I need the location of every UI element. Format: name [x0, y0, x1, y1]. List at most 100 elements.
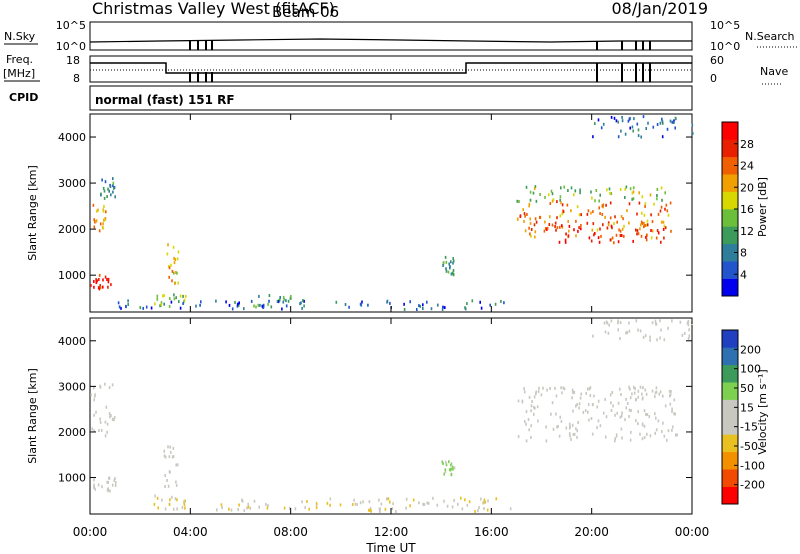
scatter-cell: [607, 331, 610, 335]
colorbar-segment: [722, 347, 738, 366]
scatter-cell: [99, 420, 102, 424]
scatter-cell: [422, 307, 424, 310]
scatter-cell: [101, 178, 103, 182]
scatter-cell: [640, 234, 643, 238]
colorbar-segment: [722, 122, 738, 140]
scatter-cell: [646, 413, 649, 416]
scatter-cell: [444, 468, 447, 472]
scatter-cell: [614, 215, 616, 219]
colorbar-segment: [722, 469, 738, 487]
scatter-cell: [550, 189, 553, 193]
scatter-cell: [150, 306, 153, 310]
scatter-cell: [302, 299, 304, 303]
scatter-cell: [558, 240, 561, 244]
scatter-cell: [183, 298, 186, 302]
scatter-cell: [683, 332, 686, 335]
scatter-cell: [602, 122, 605, 126]
scatter-cell: [423, 503, 426, 506]
scatter-cell: [620, 393, 622, 396]
scatter-cell: [329, 497, 332, 501]
scatter-cell: [535, 392, 537, 396]
scatter-cell: [530, 424, 532, 428]
x-axis-label: Time UT: [365, 541, 416, 554]
scatter-cell: [586, 387, 589, 391]
scatter-cell: [591, 196, 593, 200]
scatter-cell: [674, 116, 677, 120]
scatter-cell: [168, 470, 171, 474]
scatter-cell: [563, 185, 565, 189]
scatter-cell: [666, 438, 668, 442]
freq-tick-lo: 8: [73, 72, 80, 85]
scatter-cell: [620, 215, 623, 218]
x-tick-label: 12:00: [374, 525, 409, 539]
scatter-cell: [549, 202, 552, 205]
colorbar-segment: [722, 174, 738, 192]
scatter-cell: [163, 302, 165, 306]
scatter-cell: [640, 223, 642, 227]
scatter-cell: [221, 506, 223, 510]
scatter-cell: [451, 505, 454, 509]
scatter-cell: [597, 419, 600, 423]
scatter-cell: [125, 305, 127, 309]
scatter-cell: [258, 505, 260, 509]
scatter-cell: [570, 209, 572, 213]
scatter-cell: [567, 189, 569, 192]
scatter-cell: [649, 335, 651, 339]
scatter-cell: [172, 507, 175, 511]
colorbar-segment: [722, 191, 738, 210]
scatter-cell: [536, 405, 539, 409]
scatter-cell: [368, 500, 371, 504]
nave-label: Nave: [760, 65, 788, 78]
scatter-cell: [530, 228, 533, 231]
scatter-cell: [556, 226, 559, 230]
scatter-cell: [112, 190, 114, 194]
scatter-cell: [111, 417, 114, 421]
scatter-cell: [236, 302, 239, 306]
power-colorbar: 4 8 12 16 20 24 28: [721, 121, 754, 297]
scatter-cell: [601, 213, 604, 216]
scatter-cell: [418, 501, 420, 505]
scatter-cell: [96, 279, 98, 283]
scatter-cell: [92, 203, 95, 207]
scatter-cell: [597, 118, 600, 122]
scatter-cell: [615, 233, 618, 237]
scatter-cell: [556, 200, 558, 204]
scatter-cell: [593, 233, 595, 237]
scatter-cell: [109, 489, 111, 493]
scatter-cell: [592, 210, 594, 214]
scatter-cell: [442, 462, 444, 466]
scatter-cell: [656, 338, 658, 342]
scatter-cell: [287, 299, 290, 303]
scatter-cell: [551, 199, 554, 203]
scatter-cell: [443, 499, 445, 503]
colorbar-tick-label: 50: [740, 382, 754, 395]
scatter-cell: [576, 403, 578, 406]
scatter-cell: [426, 501, 428, 505]
scatter-cell: [668, 389, 671, 393]
scatter-cell: [257, 303, 260, 307]
scatter-cell: [533, 187, 536, 191]
scatter-cell: [516, 199, 519, 203]
scatter-cell: [534, 230, 537, 234]
scatter-cell: [614, 437, 617, 441]
scatter-cell: [643, 213, 646, 217]
scatter-cell: [238, 503, 240, 507]
scatter-cell: [622, 217, 624, 221]
scatter-cell: [530, 435, 532, 439]
scatter-cell: [169, 498, 171, 502]
scatter-cell: [107, 280, 110, 284]
scatter-cell: [104, 180, 107, 184]
nave-tick-hi: 60: [710, 54, 724, 67]
scatter-cell: [294, 507, 297, 511]
scatter-cell: [329, 503, 331, 507]
scatter-cell: [544, 220, 546, 224]
scatter-cell: [105, 405, 108, 409]
scatter-cell: [540, 393, 543, 397]
scatter-cell: [99, 385, 102, 389]
scatter-cell: [97, 483, 100, 487]
scatter-cell: [578, 213, 581, 217]
scatter-cell: [386, 497, 388, 501]
scatter-cell: [175, 463, 177, 467]
scatter-cell: [103, 205, 105, 208]
scatter-cell: [163, 294, 165, 297]
